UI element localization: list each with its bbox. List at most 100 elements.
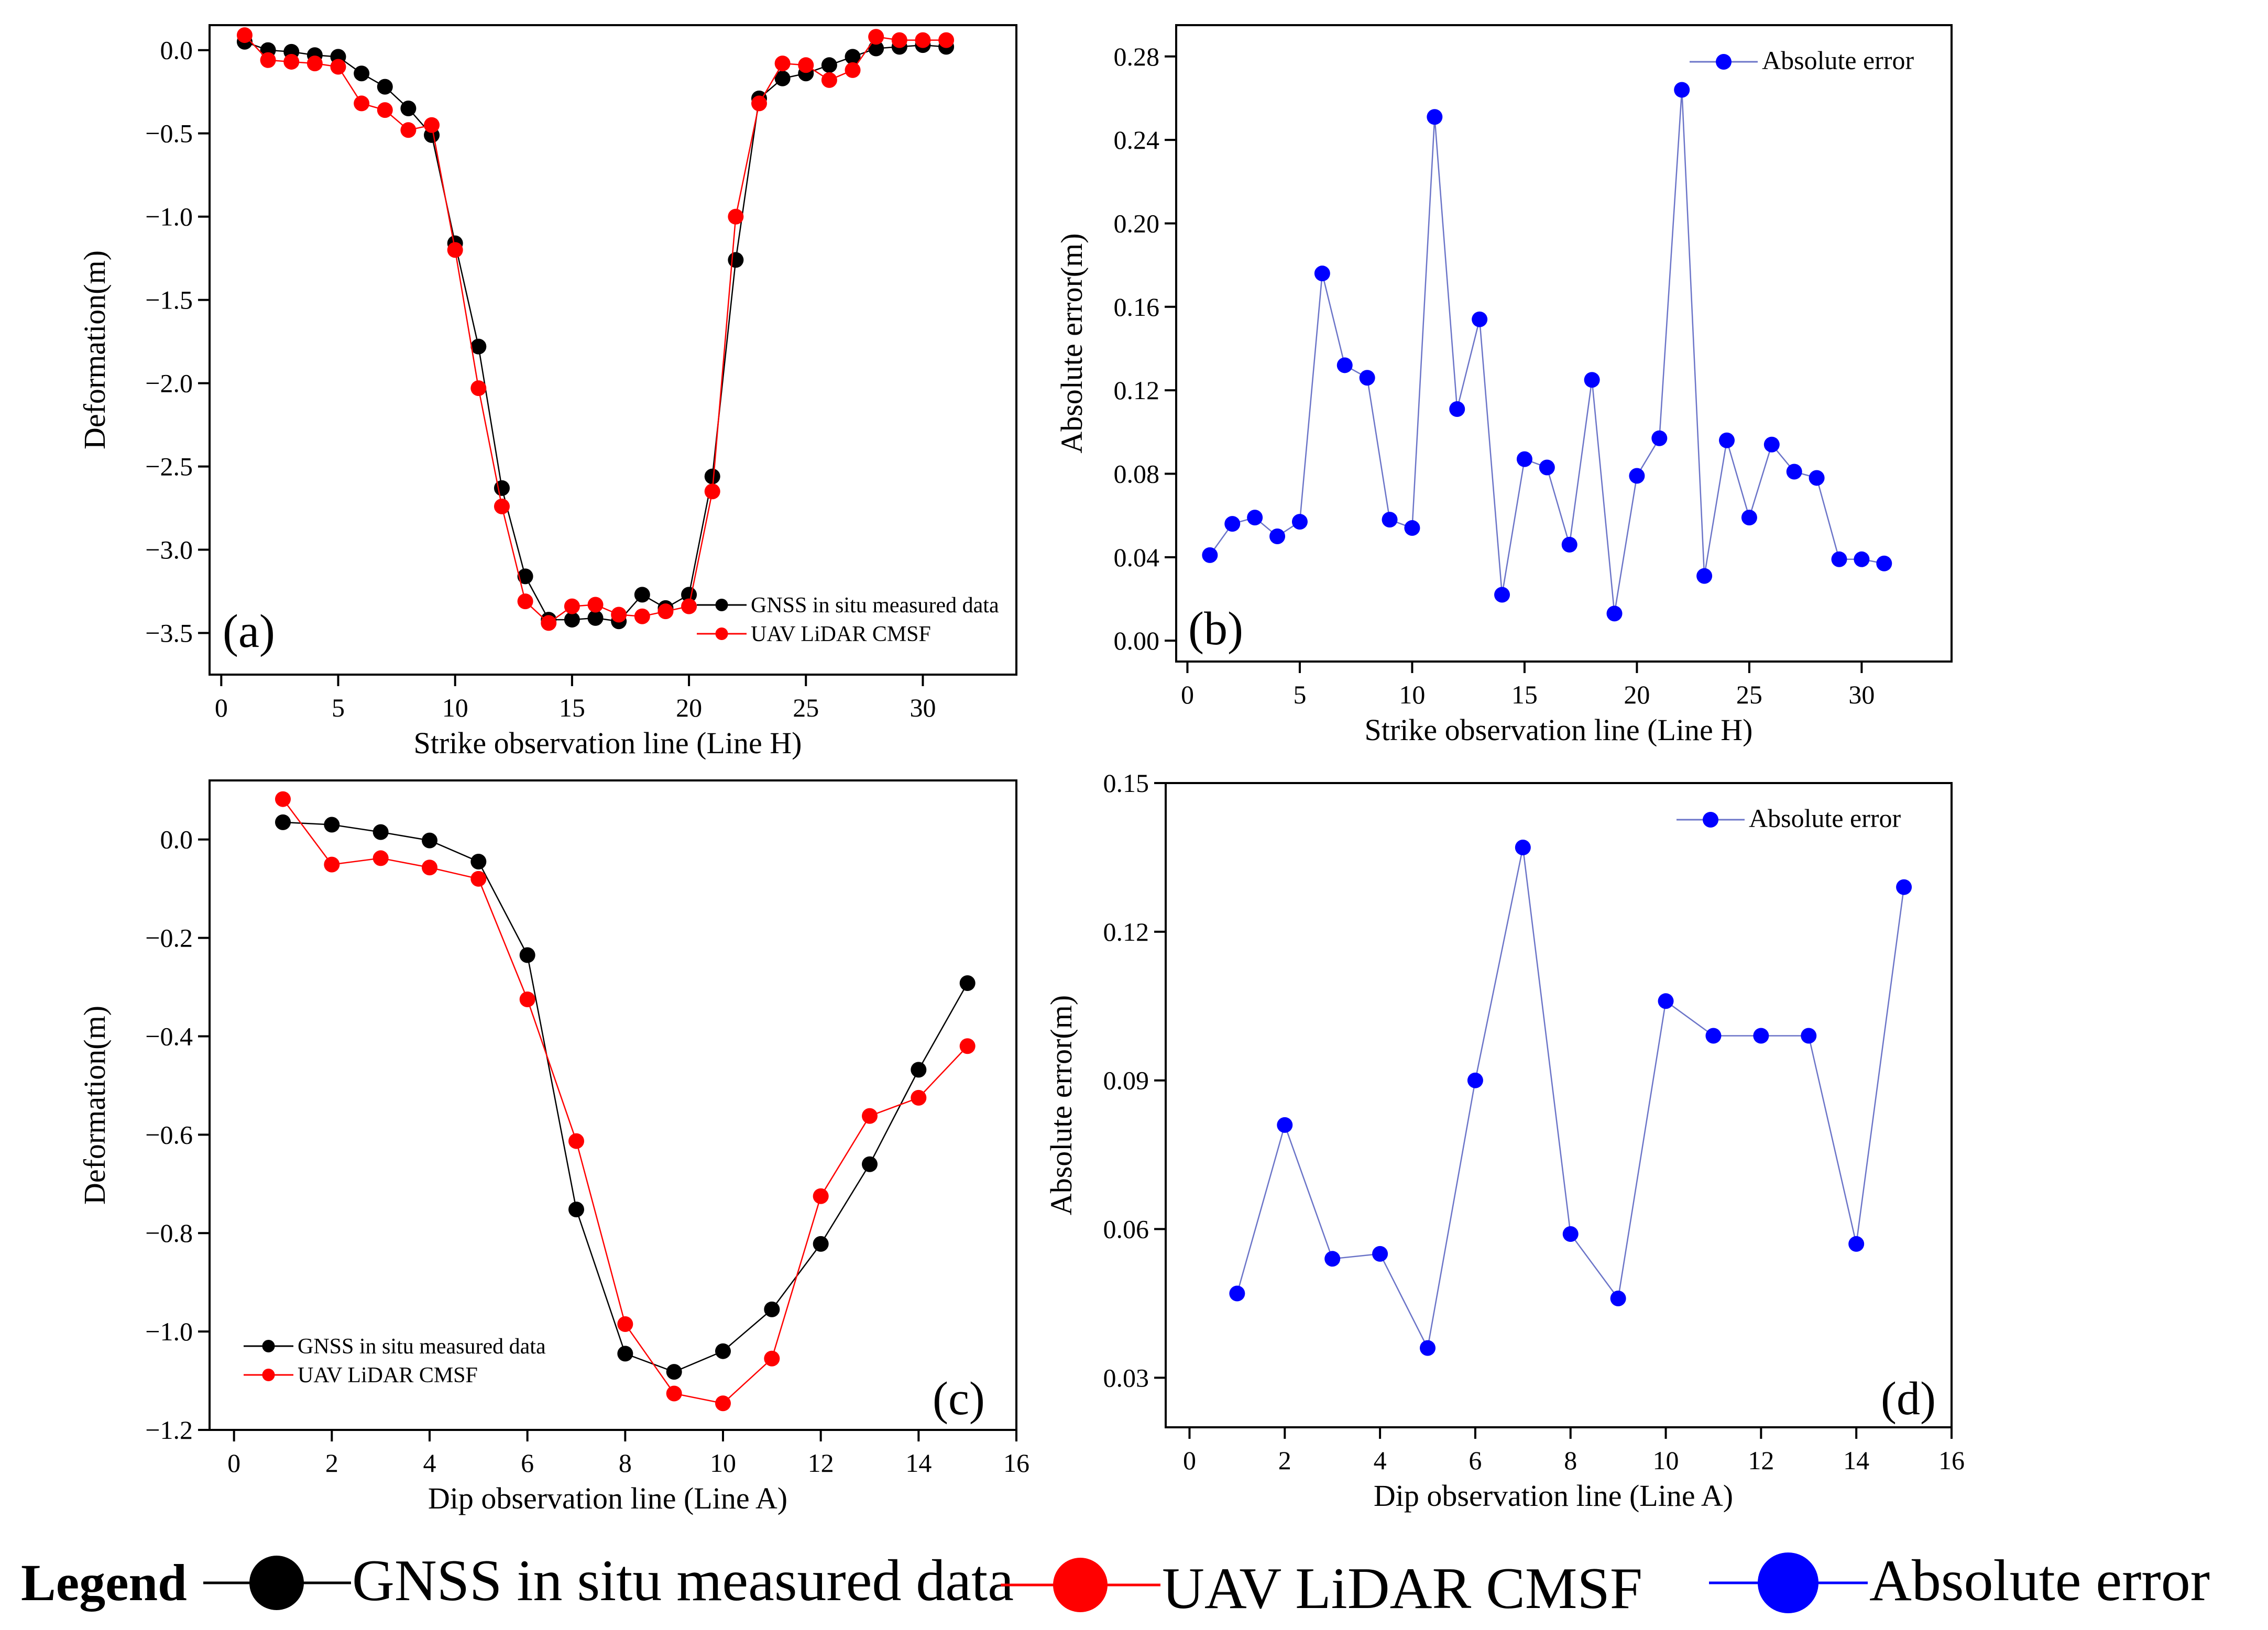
panel-c-ytick-label: −0.4	[145, 1021, 193, 1051]
panel-a-data-point	[494, 498, 510, 514]
panel-c-data-point	[959, 975, 976, 992]
panel-a-data-point	[681, 587, 697, 603]
legend-abs-label: Absolute error	[1869, 1548, 2210, 1613]
panel-a-series-line	[244, 35, 947, 624]
panel-c-legend-label: GNSS in situ measured data	[298, 1335, 546, 1359]
panel-a-data-point	[774, 70, 791, 86]
panel-b-series-1	[1202, 82, 1892, 622]
panel-c-data-point	[911, 1089, 927, 1106]
panel-d-ylabel: Absolute error(m)	[1044, 995, 1078, 1215]
panel-c-legend-marker	[262, 1369, 275, 1381]
panel-c-data-point	[715, 1395, 731, 1412]
panel-a-data-point	[915, 32, 931, 48]
panel-b-ytick-label: 0.28	[1114, 42, 1160, 71]
panel-a-data-point	[845, 62, 861, 78]
panel-c-legend-marker	[262, 1340, 275, 1352]
panel-a-data-point	[470, 380, 487, 397]
panel-d-xtick-label: 6	[1469, 1446, 1482, 1475]
panel-a-series-line	[244, 41, 947, 622]
panel-a-data-point	[728, 252, 744, 268]
panel-d: 0 2 4 6 8 10 12 14 16 0.03 0.06 0.09 0.12 0.15 Dip obs…	[1044, 768, 1965, 1513]
legend-gnss-marker	[249, 1556, 304, 1610]
panel-c-ylabel: Deformation(m)	[78, 1006, 112, 1205]
panel-d-data-point	[1610, 1291, 1626, 1306]
panel-d-panel-label: (d)	[1881, 1373, 1936, 1425]
panel-a-ytick-label: −1.0	[145, 202, 193, 232]
panel-c-xtick-label: 16	[1003, 1448, 1029, 1478]
panel-b: 0 5 10 15 20 25 30 0.00 0.04 0.08 0.12 0.16 0.20 0.24…	[1055, 24, 1953, 747]
panel-a-xtick-label: 0	[215, 693, 228, 722]
panel-a-legend-marker	[715, 627, 728, 640]
panel-c-ytick-label: −0.2	[145, 923, 193, 953]
panel-a-data-point	[447, 242, 463, 258]
panel-c-xtick-label: 4	[423, 1448, 436, 1478]
panel-a-data-point	[470, 338, 487, 355]
panel-a-data-point	[658, 603, 674, 620]
panel-c-data-point	[764, 1350, 780, 1367]
panel-c: 0 2 4 6 8 10 12 14 16 0.0 −0.2 −0.4 −0.6 −0.8 −1.0 −1.2…	[78, 779, 1029, 1515]
panel-c-xtick-label: 6	[521, 1448, 534, 1478]
panel-d-ytick-label: 0.15	[1103, 768, 1149, 798]
panel-d-data-point	[1801, 1028, 1817, 1044]
panel-d-data-point	[1753, 1028, 1769, 1044]
panel-c-ytick-label: −0.6	[145, 1120, 193, 1149]
panel-a-data-point	[821, 72, 837, 88]
panel-a-data-point	[306, 56, 323, 72]
panel-c-ytick-label: 0.0	[160, 825, 193, 854]
panel-d-series-1	[1229, 840, 1912, 1356]
panel-c-data-point	[862, 1108, 878, 1124]
panel-a-data-point	[517, 568, 533, 585]
panel-b-data-point	[1291, 514, 1308, 530]
panel-c-data-point	[568, 1133, 584, 1149]
panel-c-series-2	[275, 791, 976, 1412]
panel-a-ytick-label: −3.5	[145, 619, 193, 648]
panel-a-data-point	[541, 615, 557, 631]
panel-a-legend: GNSS in situ measured data UAV LiDAR CMSF	[697, 593, 999, 646]
panel-b-data-point	[1696, 568, 1713, 584]
panel-c-data-point	[813, 1188, 829, 1204]
panel-c-data-point	[666, 1364, 682, 1380]
legend-uav-label: UAV LiDAR CMSF	[1162, 1556, 1642, 1621]
panel-b-ytick-label: 0.04	[1114, 543, 1160, 572]
panel-d-data-point	[1515, 840, 1531, 855]
panel-b-data-point	[1854, 551, 1870, 567]
panel-a-panel-label: (a)	[223, 605, 275, 657]
panel-c-data-point	[617, 1346, 633, 1362]
panel-b-data-point	[1719, 432, 1735, 448]
panel-c-data-point	[324, 817, 340, 833]
panel-c-data-point	[764, 1301, 780, 1317]
panel-a-data-point	[845, 49, 861, 65]
panel-b-xtick-label: 20	[1624, 680, 1650, 709]
panel-a-ylabel: Deformation(m)	[78, 250, 112, 449]
panel-a-ytick-label: −0.5	[145, 119, 193, 148]
panel-a-xtick-label: 15	[559, 693, 585, 722]
panel-d-xtick-label: 2	[1278, 1446, 1291, 1475]
panel-d-legend-label: Absolute error	[1749, 803, 1901, 833]
panel-c-data-point	[372, 850, 389, 866]
panel-d-ytick-label: 0.09	[1103, 1066, 1149, 1095]
panel-b-legend-marker	[1716, 54, 1732, 70]
panel-c-series-line	[282, 821, 968, 1373]
panel-a-xtick-label: 20	[676, 693, 702, 722]
panel-b-data-point	[1516, 451, 1532, 467]
panel-b-data-point	[1651, 430, 1668, 446]
bottom-legend: Legend GNSS in situ measured data UAV Li…	[21, 1548, 2210, 1621]
panel-b-legend-label: Absolute error	[1762, 46, 1914, 75]
panel-a-legend-marker	[715, 599, 728, 611]
panel-a-data-point	[728, 208, 744, 225]
panel-a-data-point	[938, 32, 955, 48]
panel-d-data-point	[1658, 993, 1674, 1009]
panel-a-data-point	[377, 79, 393, 95]
legend-abs-marker	[1758, 1552, 1818, 1613]
panel-a-data-point	[283, 53, 300, 70]
panel-d-xtick-label: 10	[1653, 1446, 1679, 1475]
panel-d-legend-marker	[1703, 812, 1718, 828]
panel-b-series-line	[1209, 90, 1884, 614]
panel-b-data-point	[1382, 512, 1398, 528]
panel-b-ytick-label: 0.24	[1114, 125, 1160, 155]
panel-d-xlabel: Dip observation line (Line A)	[1374, 1479, 1733, 1513]
panel-a-data-point	[681, 598, 697, 614]
panel-a-data-point	[260, 52, 276, 68]
panel-a-data-point	[704, 468, 720, 484]
